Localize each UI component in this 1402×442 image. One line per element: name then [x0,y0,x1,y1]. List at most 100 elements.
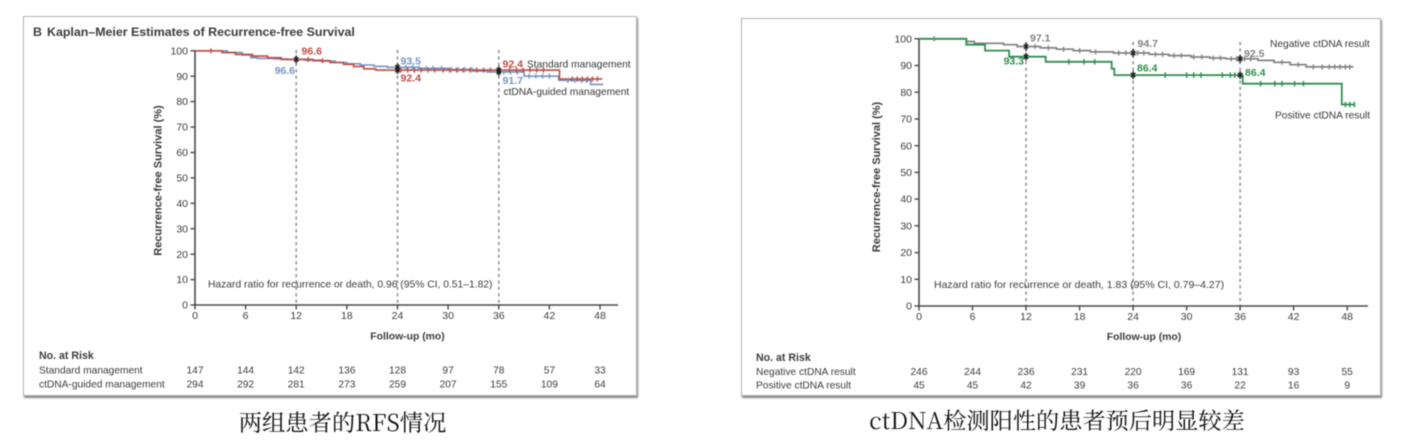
svg-text:142: 142 [288,366,305,377]
svg-text:B: B [33,25,42,39]
svg-text:33: 33 [594,366,606,377]
svg-text:100: 100 [170,45,188,57]
svg-text:39: 39 [1074,381,1086,392]
svg-text:Kaplan–Meier Estimates of Recu: Kaplan–Meier Estimates of Recurrence-fre… [47,25,355,39]
svg-text:40: 40 [176,198,188,210]
svg-text:ctDNA-guided management: ctDNA-guided management [39,380,165,391]
svg-text:Positive ctDNA result: Positive ctDNA result [756,381,851,392]
svg-text:97: 97 [442,366,454,377]
svg-text:100: 100 [894,33,912,45]
svg-text:No. at Risk: No. at Risk [756,352,811,364]
svg-text:20: 20 [176,249,188,261]
svg-text:91.7: 91.7 [503,75,524,87]
svg-text:281: 281 [288,380,305,391]
svg-text:64: 64 [594,380,606,391]
svg-text:30: 30 [176,223,188,235]
svg-text:50: 50 [900,167,912,179]
svg-text:45: 45 [913,381,925,392]
svg-text:42: 42 [544,310,556,322]
svg-text:131: 131 [1232,367,1249,378]
svg-text:22: 22 [1234,381,1246,392]
svg-text:80: 80 [900,87,912,99]
svg-text:128: 128 [389,366,406,377]
svg-text:50: 50 [176,173,188,185]
svg-text:18: 18 [341,310,353,322]
svg-text:45: 45 [967,381,979,392]
svg-text:30: 30 [442,310,454,322]
svg-text:Positive ctDNA result: Positive ctDNA result [1275,111,1370,122]
svg-text:93.5: 93.5 [401,56,422,68]
svg-text:36: 36 [1181,381,1193,392]
svg-text:70: 70 [176,122,188,134]
svg-text:24: 24 [1127,311,1139,323]
svg-text:294: 294 [187,380,204,391]
svg-text:Negative ctDNA result: Negative ctDNA result [756,367,856,378]
svg-text:No. at Risk: No. at Risk [39,350,94,362]
svg-text:147: 147 [187,366,204,377]
svg-text:6: 6 [243,310,249,322]
svg-text:Recurrence-free Survival (%): Recurrence-free Survival (%) [871,101,883,252]
svg-text:207: 207 [440,380,457,391]
svg-text:10: 10 [176,274,188,286]
svg-text:24: 24 [392,310,404,322]
svg-text:90: 90 [176,71,188,83]
svg-text:12: 12 [290,310,302,322]
svg-text:92.4: 92.4 [503,59,524,71]
svg-text:36: 36 [493,310,505,322]
svg-text:169: 169 [1178,367,1195,378]
svg-text:60: 60 [900,140,912,152]
svg-text:Standard management: Standard management [39,366,143,377]
svg-text:0: 0 [916,311,922,323]
svg-text:0: 0 [182,300,188,312]
svg-text:57: 57 [544,366,556,377]
svg-text:Hazard ratio for recurrence or: Hazard ratio for recurrence or death, 1.… [934,279,1224,291]
svg-text:Follow-up (mo): Follow-up (mo) [1107,332,1181,343]
svg-text:92.4: 92.4 [401,73,422,85]
svg-text:18: 18 [1074,311,1086,323]
svg-text:16: 16 [1288,381,1300,392]
svg-text:273: 273 [338,380,355,391]
svg-text:6: 6 [970,311,976,323]
svg-text:Negative ctDNA result: Negative ctDNA result [1270,39,1370,50]
svg-text:94.7: 94.7 [1138,38,1159,50]
svg-text:220: 220 [1125,367,1142,378]
svg-text:36: 36 [1234,311,1246,323]
svg-text:97.1: 97.1 [1030,33,1051,45]
svg-text:Standard management: Standard management [527,60,631,71]
svg-text:20: 20 [900,247,912,259]
svg-text:86.4: 86.4 [1245,67,1266,79]
svg-text:9: 9 [1344,381,1350,392]
svg-text:80: 80 [176,96,188,108]
svg-text:93.3: 93.3 [1004,56,1025,68]
svg-text:136: 136 [338,366,355,377]
svg-text:292: 292 [237,380,254,391]
svg-text:155: 155 [490,380,507,391]
svg-text:0: 0 [192,310,198,322]
svg-text:109: 109 [541,380,558,391]
svg-text:12: 12 [1020,311,1032,323]
svg-text:48: 48 [1341,311,1353,323]
svg-text:42: 42 [1020,381,1032,392]
svg-text:93: 93 [1288,367,1300,378]
svg-text:48: 48 [594,310,606,322]
svg-text:30: 30 [900,220,912,232]
svg-text:Recurrence-free Survival (%): Recurrence-free Survival (%) [153,105,165,256]
svg-text:236: 236 [1018,367,1035,378]
svg-text:90: 90 [900,60,912,72]
svg-text:60: 60 [176,147,188,159]
svg-text:231: 231 [1071,367,1088,378]
svg-text:144: 144 [237,366,254,377]
svg-text:10: 10 [900,274,912,286]
svg-text:70: 70 [900,114,912,126]
svg-text:0: 0 [906,301,912,313]
svg-text:259: 259 [389,380,406,391]
svg-text:244: 244 [964,367,981,378]
svg-text:30: 30 [1181,311,1193,323]
svg-text:42: 42 [1288,311,1300,323]
svg-text:92.5: 92.5 [1244,48,1265,60]
svg-text:36: 36 [1127,381,1139,392]
svg-text:55: 55 [1342,367,1354,378]
svg-text:Hazard ratio for recurrence or: Hazard ratio for recurrence or death, 0.… [208,280,492,291]
svg-text:40: 40 [900,194,912,206]
svg-text:86.4: 86.4 [1137,63,1158,75]
